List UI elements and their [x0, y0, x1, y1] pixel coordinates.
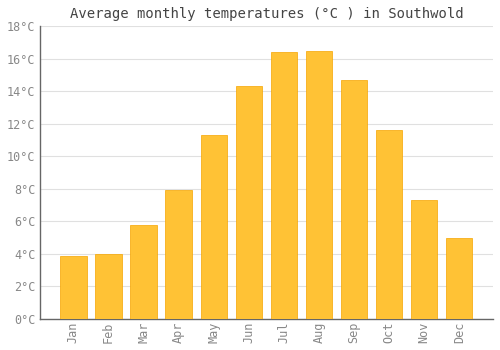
Bar — [96, 254, 122, 319]
Bar — [166, 190, 192, 319]
Bar — [236, 86, 262, 319]
Bar — [446, 238, 472, 319]
Bar — [306, 51, 332, 319]
Bar — [270, 52, 297, 319]
Bar — [200, 135, 227, 319]
Bar — [341, 80, 367, 319]
Bar — [130, 225, 156, 319]
Bar — [411, 200, 438, 319]
Bar — [376, 130, 402, 319]
Title: Average monthly temperatures (°C ) in Southwold: Average monthly temperatures (°C ) in So… — [70, 7, 463, 21]
Bar — [60, 256, 86, 319]
